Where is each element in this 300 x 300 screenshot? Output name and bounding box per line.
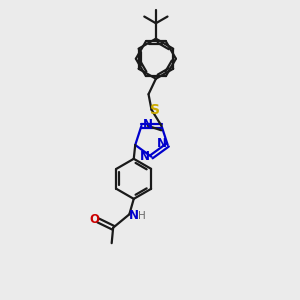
Text: N: N [143, 118, 153, 131]
Text: N: N [140, 150, 150, 163]
Text: O: O [89, 212, 99, 226]
Text: S: S [150, 103, 160, 117]
Text: N: N [129, 209, 139, 222]
Text: H: H [138, 211, 146, 221]
Text: N: N [157, 137, 167, 150]
